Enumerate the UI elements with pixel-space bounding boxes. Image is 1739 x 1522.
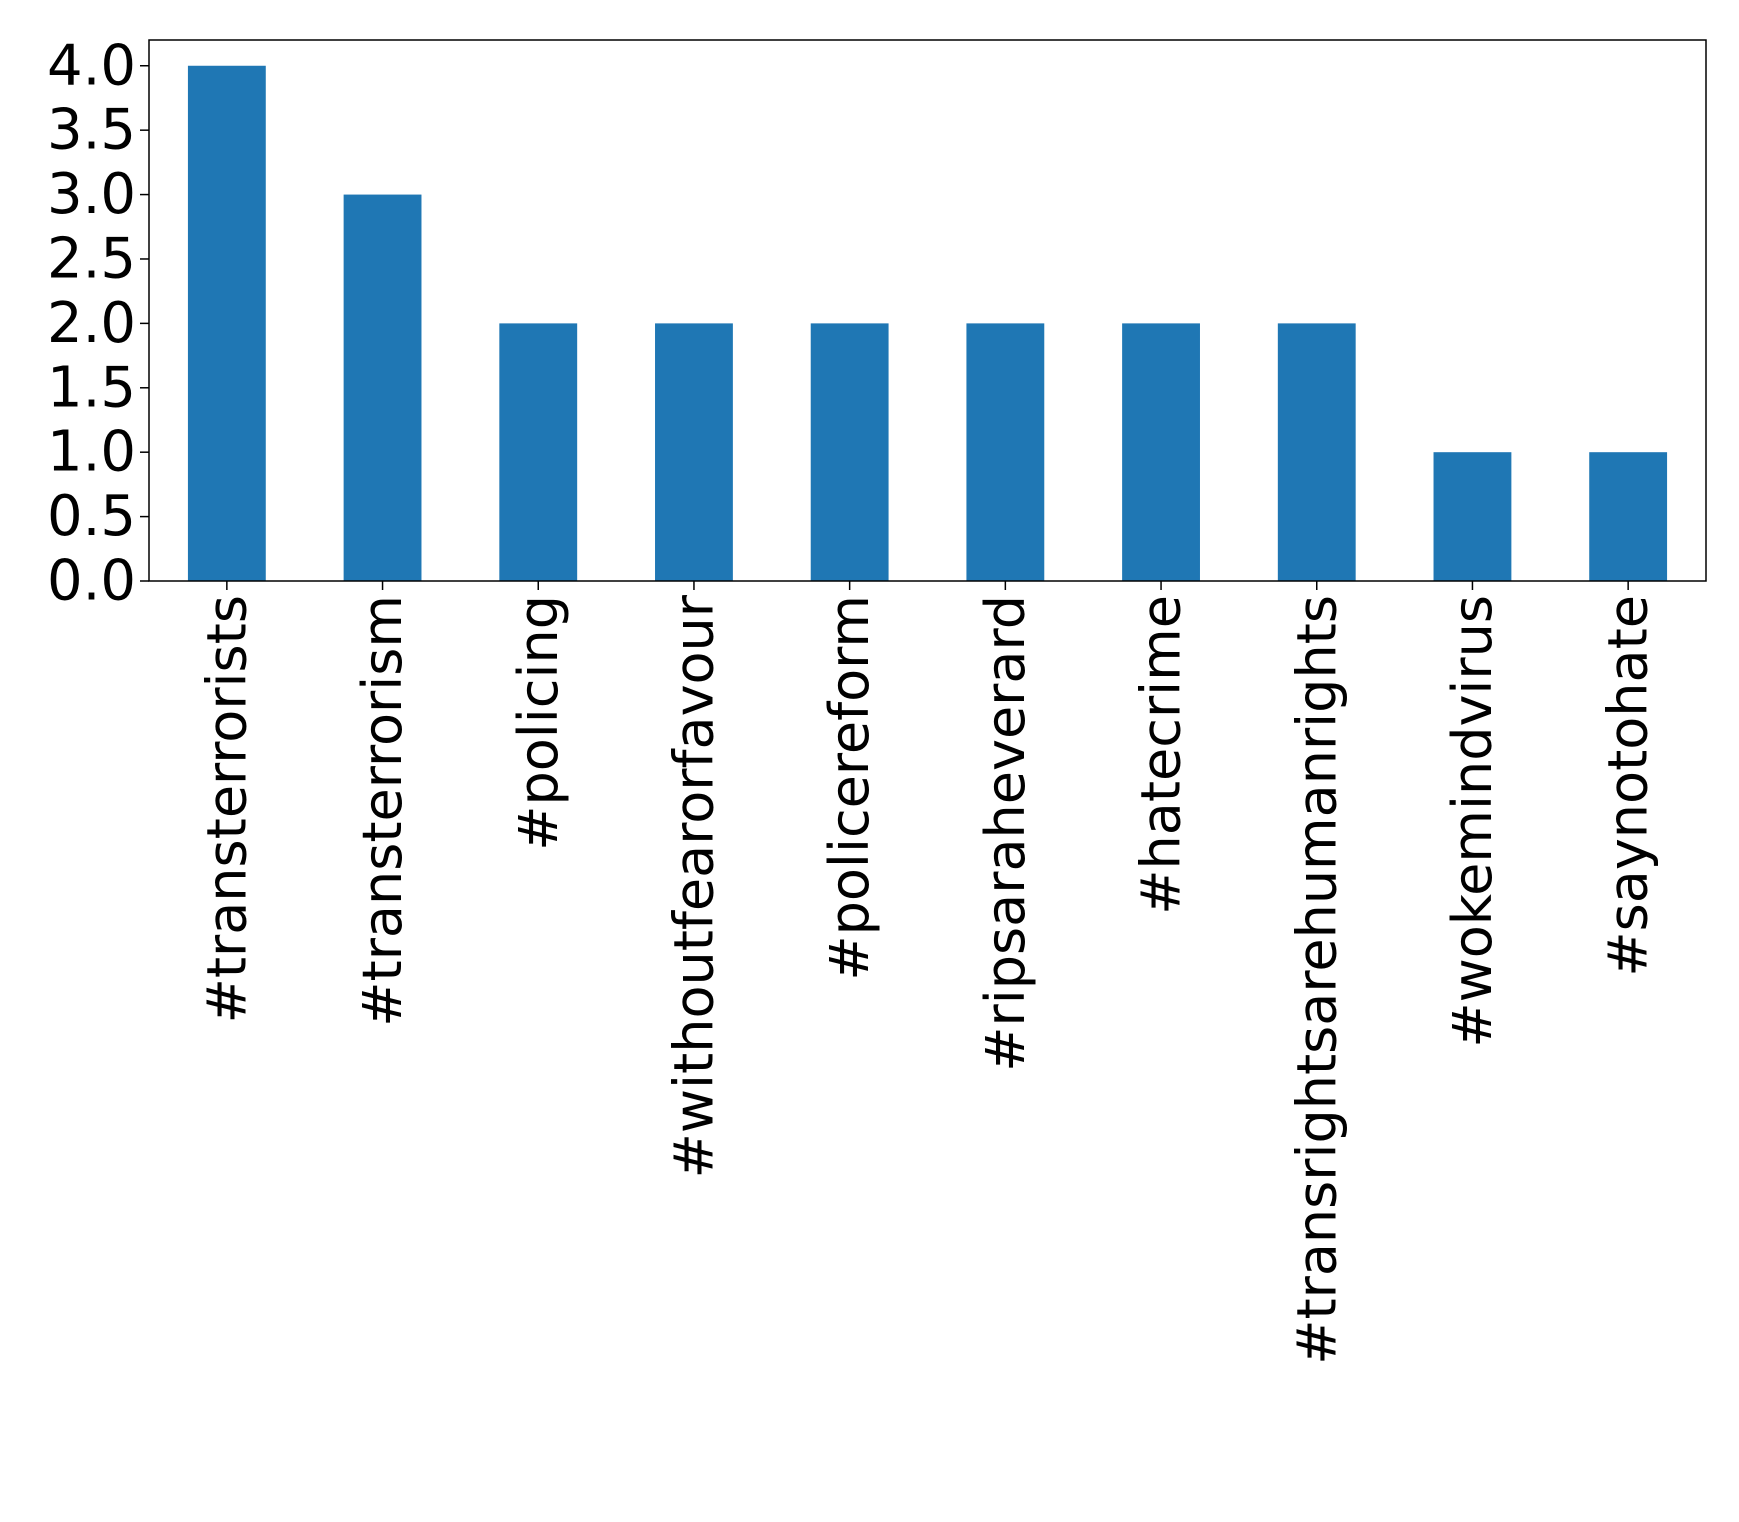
- y-tick-label: 3.0: [47, 162, 136, 227]
- x-tick-label: #transterrorists: [195, 595, 258, 1023]
- y-tick-label: 2.5: [47, 226, 136, 291]
- x-tick-label: #hatecrime: [1130, 595, 1193, 915]
- y-tick-label: 4.0: [47, 33, 136, 98]
- bar: [810, 323, 889, 581]
- bar: [343, 194, 422, 582]
- bar: [1589, 452, 1668, 581]
- x-tick-label: #saynotohate: [1597, 595, 1660, 977]
- x-tick-label: #policing: [507, 595, 570, 851]
- plot-frame: [148, 39, 1707, 582]
- y-tick-label: 0.0: [47, 549, 136, 614]
- bar: [1433, 452, 1512, 581]
- y-tick-label: 0.5: [47, 484, 136, 549]
- bar: [1277, 323, 1356, 581]
- x-axis: #transterrorists #transterrorism #policing…: [195, 581, 1660, 1365]
- x-tick-label: #transterrorism: [351, 595, 414, 1027]
- x-tick-label: #wokemindvirus: [1441, 595, 1504, 1048]
- bar: [499, 323, 578, 581]
- bar: [187, 65, 266, 581]
- y-axis: 0.00.51.01.52.02.53.03.54.0: [47, 33, 149, 614]
- y-tick-label: 1.5: [47, 355, 136, 420]
- bar: [655, 323, 733, 581]
- x-tick-label: #policereform: [818, 595, 881, 981]
- x-tick-label: #transrightsarehumanrights: [1285, 595, 1348, 1365]
- x-tick-label: #withoutfearorfavour: [662, 594, 725, 1178]
- bars-layer: [187, 65, 1668, 582]
- y-tick-label: 1.0: [47, 420, 136, 485]
- x-tick-label: #ripsaraheverard: [974, 595, 1037, 1072]
- y-tick-label: 3.5: [47, 98, 136, 163]
- y-tick-label: 2.0: [47, 291, 136, 356]
- bar: [966, 323, 1045, 581]
- bar: [1122, 323, 1200, 581]
